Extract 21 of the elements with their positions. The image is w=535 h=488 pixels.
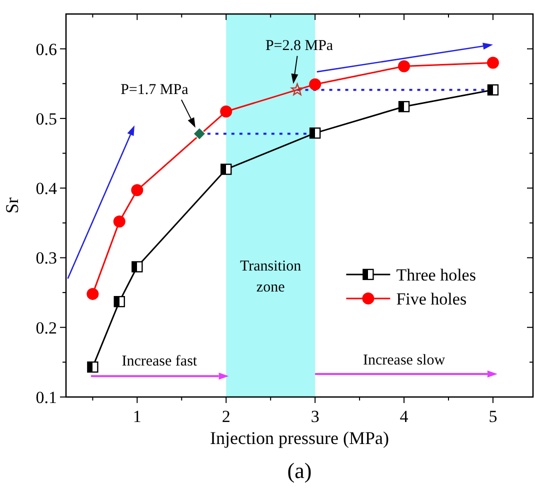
annotation: Increase fast <box>122 354 198 370</box>
annotation: P=1.7 MPa <box>120 82 189 98</box>
y-tick-label: 0.3 <box>36 248 57 268</box>
x-tick-label: 4 <box>400 407 409 426</box>
annotation: Increase slow <box>362 352 446 368</box>
y-tick-label: 0.2 <box>36 318 57 338</box>
annotation: P=2.8 MPa <box>265 38 334 54</box>
y-axis-title: Sr <box>2 197 22 214</box>
text: (a) <box>287 458 312 483</box>
y-tick-label: 0.1 <box>36 388 57 407</box>
y-tick-label: 0.4 <box>36 179 58 198</box>
x-tick-label: 2 <box>222 407 230 426</box>
x-tick-label: 1 <box>132 407 142 426</box>
y-tick-label: 0.5 <box>36 109 57 128</box>
x-axis-title: Injection pressure (MPa) <box>210 428 389 448</box>
legend-label: Five holes <box>396 289 467 308</box>
band-label: Transition zone <box>240 258 302 296</box>
legend-label: Three holes <box>396 265 476 284</box>
x-tick-label: 3 <box>310 407 320 426</box>
y-tick-label: 0.6 <box>36 40 57 59</box>
x-tick-label: 5 <box>488 407 498 426</box>
